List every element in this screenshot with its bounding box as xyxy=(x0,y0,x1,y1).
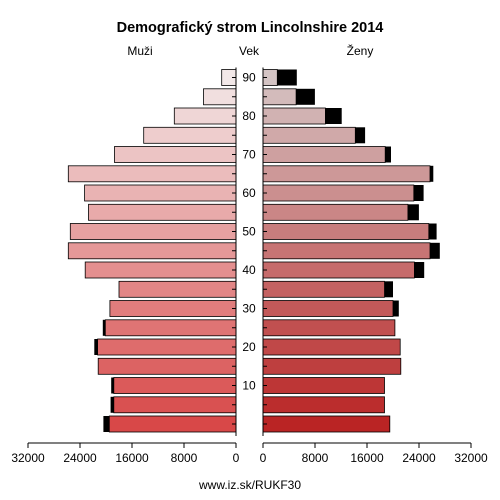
women-bar-45-49 xyxy=(262,242,431,260)
men-axis-tick-label: 24000 xyxy=(63,451,97,465)
women-bar-0-4 xyxy=(262,415,391,433)
women-excess-30-34 xyxy=(393,300,399,317)
women-x-axis: 0 8000 16000 24000 32000 xyxy=(260,442,488,465)
age-tick-label: 20 xyxy=(242,340,256,354)
women-excess-70-74 xyxy=(385,146,391,163)
men-bar-30-34 xyxy=(109,300,237,317)
men-x-axis: 32000 24000 16000 8000 0 xyxy=(11,442,240,465)
women-bar-85-89 xyxy=(262,88,297,106)
women-excess-75-79 xyxy=(355,127,366,144)
men-bar-25-29 xyxy=(104,319,237,337)
age-label: Vek xyxy=(239,44,260,58)
women-bar-25-29 xyxy=(262,319,396,337)
women-bar-55-59 xyxy=(262,203,409,221)
women-excess-85-89 xyxy=(296,88,315,105)
men-bar-75-79 xyxy=(143,126,237,144)
women-bars xyxy=(262,69,440,433)
men-bar-35-39 xyxy=(118,280,237,298)
men-bar-50-54 xyxy=(69,223,237,240)
men-bar-40-44 xyxy=(84,261,237,279)
women-axis-tick-label: 24000 xyxy=(402,451,436,465)
women-bar-70-74 xyxy=(262,146,386,163)
age-tick-label: 80 xyxy=(242,109,256,123)
men-bar-45-49 xyxy=(67,242,237,260)
source-footer: www.iz.sk/RUKF30 xyxy=(198,478,301,492)
women-excess-90+ xyxy=(277,69,297,86)
women-bar-40-44 xyxy=(262,261,415,279)
men-bar-70-74 xyxy=(114,146,237,163)
men-axis-tick-label: 0 xyxy=(233,451,240,465)
women-excess-45-49 xyxy=(430,242,440,259)
women-bar-10-14 xyxy=(262,377,385,394)
women-bar-20-24 xyxy=(262,338,401,356)
men-axis-tick-label: 32000 xyxy=(11,451,45,465)
women-axis-tick-label: 8000 xyxy=(302,451,329,465)
women-excess-55-59 xyxy=(407,204,419,221)
men-bar-65-69 xyxy=(67,165,237,183)
men-excess-10-14 xyxy=(111,377,114,394)
men-bar-0-4 xyxy=(108,415,237,433)
women-excess-65-69 xyxy=(430,165,434,182)
women-axis-tick-label: 32000 xyxy=(454,451,488,465)
men-bar-15-19 xyxy=(97,357,237,375)
women-bar-50-54 xyxy=(262,223,430,240)
women-axis-tick-label: 0 xyxy=(260,451,267,465)
women-excess-80-84 xyxy=(325,108,342,124)
men-axis-tick-label: 8000 xyxy=(171,451,198,465)
women-bar-75-79 xyxy=(262,126,356,144)
age-tick-label: 50 xyxy=(242,225,256,239)
men-excess-20-24 xyxy=(94,339,98,355)
men-bar-60-64 xyxy=(84,184,237,202)
women-bar-35-39 xyxy=(262,280,385,298)
women-bar-30-34 xyxy=(262,300,394,317)
women-excess-40-44 xyxy=(414,262,425,278)
age-tick-label: 60 xyxy=(242,186,256,200)
women-bar-5-9 xyxy=(262,396,385,414)
men-bar-20-24 xyxy=(97,338,237,356)
men-bar-80-84 xyxy=(173,107,237,125)
women-excess-35-39 xyxy=(384,281,393,298)
age-tick-label: 30 xyxy=(242,302,256,316)
women-excess-60-64 xyxy=(413,185,424,201)
age-tick-label: 40 xyxy=(242,263,256,277)
age-tick-label: 90 xyxy=(242,71,256,85)
women-label: Ženy xyxy=(347,43,374,58)
age-tick-label: 10 xyxy=(242,379,256,393)
men-bars xyxy=(67,69,237,433)
women-axis-tick-label: 16000 xyxy=(350,451,384,465)
men-bar-5-9 xyxy=(113,396,237,414)
men-bar-85-89 xyxy=(203,88,237,106)
women-bar-60-64 xyxy=(262,184,415,202)
age-tick-label: 70 xyxy=(242,148,256,162)
women-excess-50-54 xyxy=(428,223,437,240)
men-bar-10-14 xyxy=(113,377,237,394)
men-bar-55-59 xyxy=(88,203,237,221)
men-excess-25-29 xyxy=(102,319,106,336)
women-bar-80-84 xyxy=(262,107,326,125)
chart-title: Demografický strom Lincolnshire 2014 xyxy=(117,20,384,36)
men-axis-tick-label: 16000 xyxy=(115,451,149,465)
men-label: Muži xyxy=(127,44,152,58)
men-excess-0-4 xyxy=(103,416,110,432)
women-bar-15-19 xyxy=(262,357,402,375)
women-bar-65-69 xyxy=(262,165,431,183)
age-axis: 10 20 30 40 50 60 70 80 90 xyxy=(232,67,267,436)
men-excess-5-9 xyxy=(110,396,114,413)
